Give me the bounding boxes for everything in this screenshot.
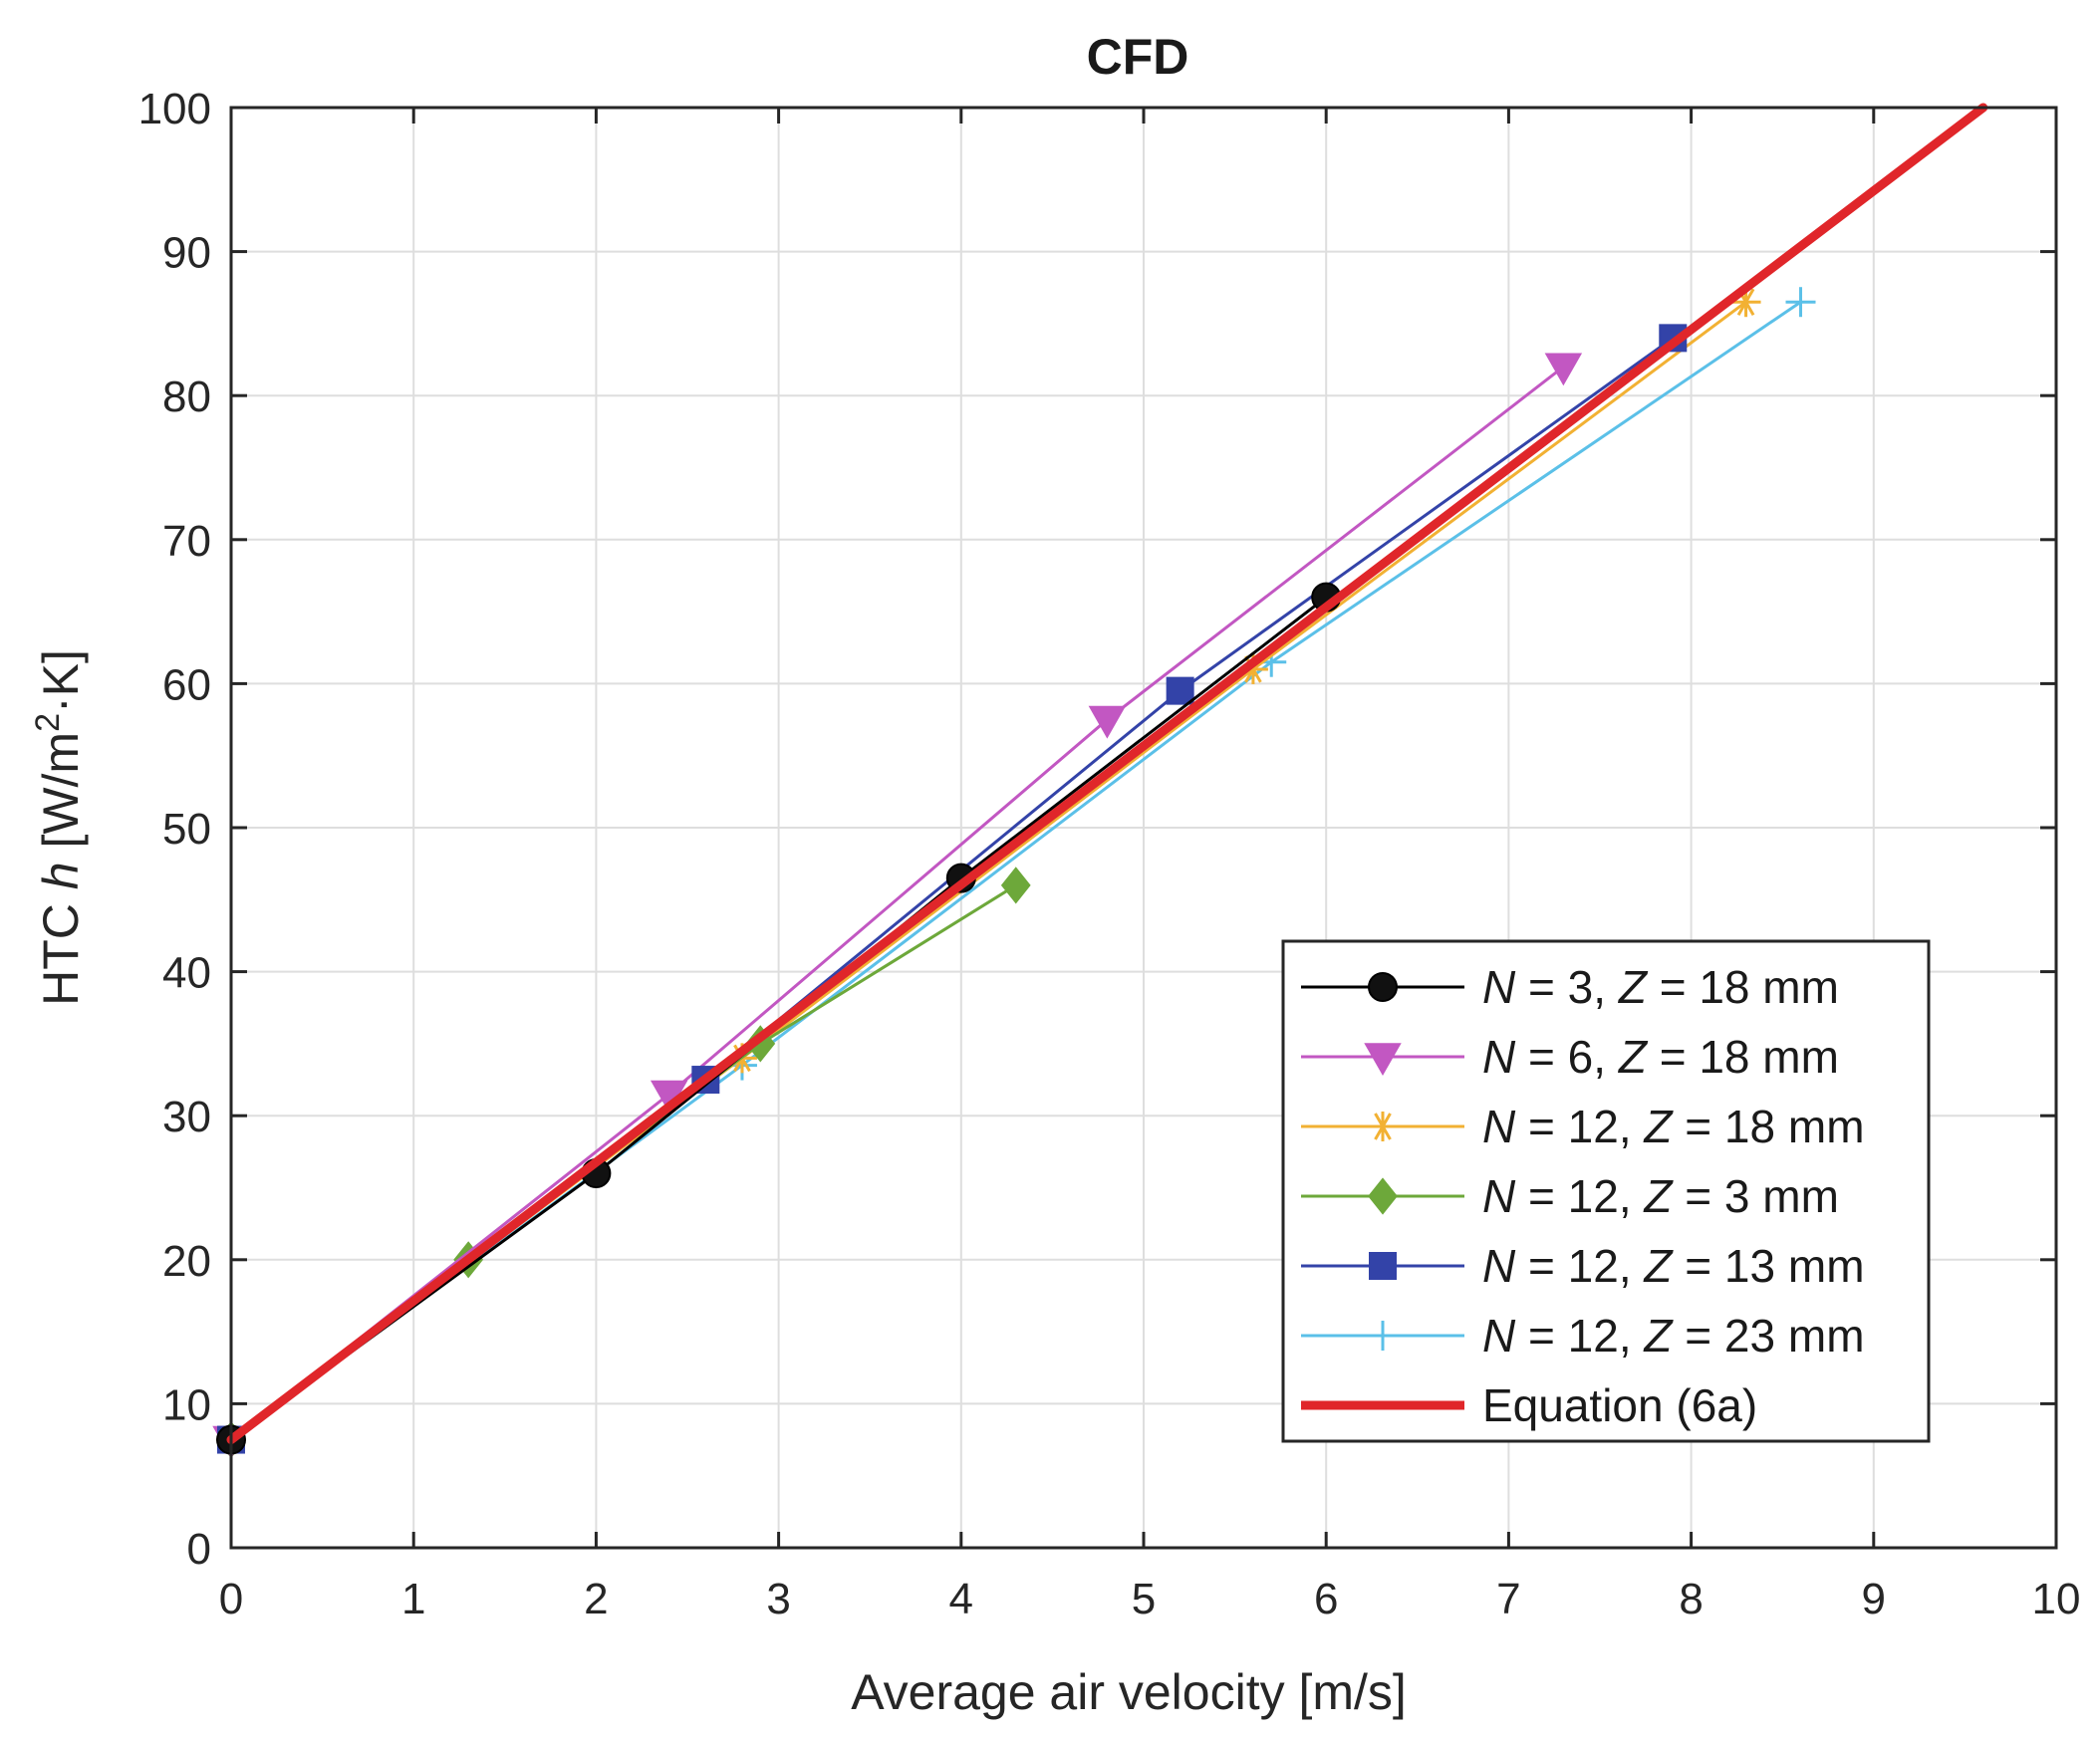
legend-var-n: N bbox=[1482, 1170, 1516, 1222]
y-tick-label: 50 bbox=[162, 805, 211, 854]
legend-var-n: N bbox=[1482, 1240, 1516, 1292]
diamond-marker bbox=[1000, 867, 1031, 904]
legend-var-n: N bbox=[1482, 1310, 1516, 1362]
axis-ticks bbox=[229, 106, 2058, 1550]
y-tick-label: 60 bbox=[162, 660, 211, 709]
y-tick-label: 0 bbox=[187, 1525, 211, 1574]
y-tick-label: 80 bbox=[162, 372, 211, 421]
legend-var-z: Z bbox=[1618, 961, 1649, 1013]
x-tick-label: 5 bbox=[1132, 1575, 1156, 1623]
legend-label: N = 12, Z = 23 mm bbox=[1482, 1310, 1865, 1362]
x-tick-label: 10 bbox=[2032, 1575, 2081, 1623]
legend-label: N = 12, Z = 3 mm bbox=[1482, 1170, 1839, 1222]
y-tick-labels: 0 10 20 30 40 50 60 70 80 90 100 bbox=[138, 85, 211, 1574]
legend-entry-2: N = 12, Z = 18 mm bbox=[1301, 1101, 1865, 1152]
legend-entry-3: N = 12, Z = 3 mm bbox=[1301, 1170, 1839, 1222]
legend-entry-5: N = 12, Z = 23 mm bbox=[1301, 1310, 1865, 1362]
legend-entry-6: Equation (6a) bbox=[1301, 1379, 1757, 1431]
legend-label: N = 12, Z = 18 mm bbox=[1482, 1101, 1865, 1152]
legend-var-z: Z bbox=[1643, 1101, 1674, 1152]
legend-label: Equation (6a) bbox=[1482, 1379, 1757, 1431]
legend-n-value: = 6, bbox=[1515, 1031, 1619, 1083]
y-tick-label: 70 bbox=[162, 517, 211, 566]
y-tick-label: 40 bbox=[162, 949, 211, 998]
square-marker bbox=[1166, 676, 1194, 705]
asterisk-marker bbox=[1368, 1112, 1398, 1141]
legend-var-z: Z bbox=[1618, 1031, 1649, 1083]
legend-z-value: = 23 mm bbox=[1673, 1310, 1865, 1362]
legend-n-value: = 3, bbox=[1515, 961, 1619, 1013]
legend-n-value: = 12, bbox=[1515, 1240, 1644, 1292]
legend-entry-1: N = 6, Z = 18 mm bbox=[1301, 1031, 1839, 1083]
y-axis-label: HTC h [W/m2·K] bbox=[29, 649, 89, 1006]
x-tick-label: 6 bbox=[1314, 1575, 1338, 1623]
legend-var-z: Z bbox=[1643, 1170, 1674, 1222]
legend-var-n: N bbox=[1482, 1031, 1516, 1083]
x-tick-label: 4 bbox=[949, 1575, 973, 1623]
y-tick-label: 100 bbox=[138, 85, 211, 133]
triangle-marker bbox=[1364, 1043, 1402, 1077]
plus-marker bbox=[1785, 287, 1816, 318]
legend-z-value: = 18 mm bbox=[1673, 1101, 1865, 1152]
y-tick-label: 90 bbox=[162, 229, 211, 278]
equation-line bbox=[226, 103, 1988, 1445]
square-marker bbox=[1369, 1252, 1397, 1280]
y-axis-label-unit_b: ·K] bbox=[33, 649, 89, 713]
y-axis-label-var: h bbox=[33, 862, 89, 889]
legend-z-value: = 18 mm bbox=[1647, 1031, 1839, 1083]
x-tick-labels: 0 1 2 3 4 5 6 7 8 9 10 bbox=[219, 1575, 2081, 1623]
x-tick-label: 3 bbox=[766, 1575, 790, 1623]
triangle-marker bbox=[1088, 705, 1127, 739]
x-tick-label: 0 bbox=[219, 1575, 243, 1623]
legend-var-n: N bbox=[1482, 1101, 1516, 1152]
chart-title: CFD bbox=[1087, 29, 1189, 85]
legend-n-value: = 12, bbox=[1515, 1310, 1644, 1362]
y-axis-label-prefix: HTC bbox=[33, 889, 89, 1006]
y-tick-label: 20 bbox=[162, 1237, 211, 1286]
x-tick-label: 9 bbox=[1862, 1575, 1886, 1623]
legend-var-z: Z bbox=[1643, 1310, 1674, 1362]
plus-marker bbox=[1368, 1321, 1398, 1351]
diamond-marker bbox=[1368, 1177, 1398, 1215]
asterisk-marker bbox=[1730, 287, 1761, 318]
x-tick-label: 2 bbox=[584, 1575, 608, 1623]
legend: N = 3, Z = 18 mmN = 6, Z = 18 mmN = 12, … bbox=[1281, 939, 1931, 1443]
legend-label: N = 6, Z = 18 mm bbox=[1482, 1031, 1839, 1083]
y-axis-label-unit_a: [W/m bbox=[33, 732, 89, 863]
series-6 bbox=[226, 103, 1988, 1445]
series-layer bbox=[212, 103, 1988, 1459]
legend-var-z: Z bbox=[1643, 1240, 1674, 1292]
x-tick-label: 7 bbox=[1496, 1575, 1520, 1623]
y-axis-label-sup: 2 bbox=[29, 713, 67, 732]
series-line bbox=[229, 365, 1565, 1442]
legend-n-value: = 12, bbox=[1515, 1101, 1644, 1152]
legend-entry-4: N = 12, Z = 13 mm bbox=[1301, 1240, 1865, 1292]
y-tick-label: 30 bbox=[162, 1093, 211, 1141]
x-tick-label: 1 bbox=[401, 1575, 425, 1623]
legend-var-n: N bbox=[1482, 961, 1516, 1013]
circle-marker bbox=[1368, 972, 1398, 1002]
legend-label: N = 3, Z = 18 mm bbox=[1482, 961, 1839, 1013]
legend-entry-0: N = 3, Z = 18 mm bbox=[1301, 961, 1839, 1013]
triangle-marker bbox=[1544, 353, 1583, 386]
legend-label: N = 12, Z = 13 mm bbox=[1482, 1240, 1865, 1292]
y-tick-label: 10 bbox=[162, 1380, 211, 1429]
legend-n-value: = 12, bbox=[1515, 1170, 1644, 1222]
x-axis-label: Average air velocity [m/s] bbox=[851, 1664, 1407, 1720]
x-tick-label: 8 bbox=[1679, 1575, 1703, 1623]
legend-z-value: = 18 mm bbox=[1647, 961, 1839, 1013]
legend-z-value: = 3 mm bbox=[1673, 1170, 1839, 1222]
legend-z-value: = 13 mm bbox=[1673, 1240, 1865, 1292]
